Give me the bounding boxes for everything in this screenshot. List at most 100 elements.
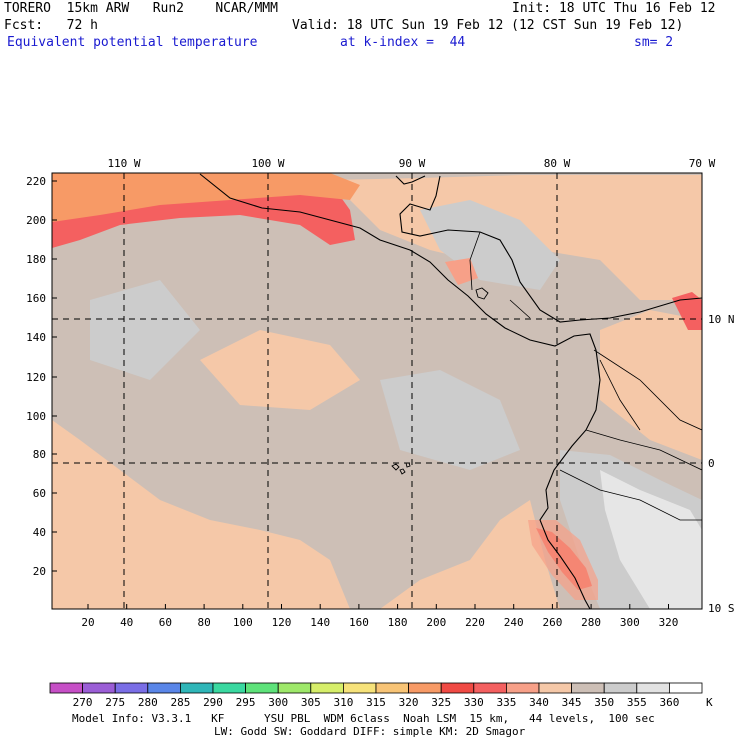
lat-lon-grid xyxy=(52,173,702,609)
nicaragua-lake xyxy=(475,287,489,300)
footer-physics-info: LW: Godd SW: Goddard DIFF: simple KM: 2D… xyxy=(214,725,526,738)
y-tick-label: 80 xyxy=(33,448,46,461)
x-tick-label: 80 xyxy=(197,616,210,629)
y-tick-label: 20 xyxy=(33,565,46,578)
y-tick-label: 180 xyxy=(26,253,46,266)
x-tick-label: 160 xyxy=(349,616,369,629)
colorbar-swatch xyxy=(571,682,605,694)
colorbar-label: 345 xyxy=(562,696,582,709)
y-tick-label: 140 xyxy=(26,331,46,344)
colorbar-swatch xyxy=(669,682,703,694)
colorbar-label: 305 xyxy=(301,696,321,709)
x-tick-label: 240 xyxy=(504,616,524,629)
level-index: at k-index = 44 xyxy=(340,35,466,50)
lat-label: 10 N xyxy=(708,313,735,326)
x-tick-label: 260 xyxy=(542,616,562,629)
region-350-center xyxy=(90,280,200,380)
region-325-northwest xyxy=(52,173,360,222)
right-latitude-labels: 10 N 0 10 S xyxy=(708,313,735,615)
coastline-mexico-central-america xyxy=(199,173,601,609)
colorbar-label: 335 xyxy=(496,696,516,709)
colorbar-swatch xyxy=(636,682,670,694)
colorbar-label: 290 xyxy=(203,696,223,709)
colorbar-swatch xyxy=(538,682,572,694)
colorbar-swatch xyxy=(310,682,344,694)
colorbar-swatch xyxy=(49,682,83,694)
colorbar-swatch xyxy=(179,682,214,694)
colorbar-swatch xyxy=(277,682,312,694)
y-tick-label: 200 xyxy=(26,214,46,227)
colorbar-swatch xyxy=(408,682,442,694)
forecast-hour: Fcst: 72 h xyxy=(4,18,98,33)
colorbar-swatch xyxy=(245,682,279,694)
y-tick-label: 220 xyxy=(26,175,46,188)
smoothing: sm= 2 xyxy=(634,35,674,50)
region-340-center xyxy=(200,330,360,410)
region-340-west xyxy=(52,420,350,609)
colorbar-swatch xyxy=(603,682,638,694)
region-350-nw xyxy=(420,200,560,290)
colorbar-swatch xyxy=(505,682,540,694)
lon-label: 100 W xyxy=(251,157,284,170)
y-tick-label: 40 xyxy=(33,526,46,539)
colorbar-swatch xyxy=(375,682,409,694)
colorbar-swatch xyxy=(82,682,116,694)
colorbar-label: 295 xyxy=(236,696,256,709)
colorbar-label: 310 xyxy=(333,696,353,709)
lon-label: 70 W xyxy=(689,157,716,170)
x-tick-label: 320 xyxy=(659,616,679,629)
model-title: TORERO 15km ARW Run2 NCAR/MMM xyxy=(4,1,278,16)
colorbar-swatch xyxy=(114,682,149,694)
init-time: Init: 18 UTC Thu 16 Feb 12 xyxy=(512,1,716,16)
colorbar-swatch xyxy=(342,682,377,694)
lat-label: 10 S xyxy=(708,602,735,615)
colorbar-label: 315 xyxy=(366,696,386,709)
x-tick-label: 280 xyxy=(581,616,601,629)
map-field xyxy=(52,173,702,609)
y-tick-label: 60 xyxy=(33,487,46,500)
lon-label: 110 W xyxy=(107,157,140,170)
colorbar-label: 275 xyxy=(105,696,125,709)
lat-label: 0 xyxy=(708,457,715,470)
y-tick-label: 120 xyxy=(26,371,46,384)
colorbar-swatch xyxy=(440,682,475,694)
colorbar-label: 285 xyxy=(170,696,190,709)
x-tick-label: 220 xyxy=(465,616,485,629)
colorbar-label: 355 xyxy=(627,696,647,709)
x-tick-label: 100 xyxy=(233,616,253,629)
colorbar-label: 350 xyxy=(594,696,614,709)
valid-time: Valid: 18 UTC Sun 19 Feb 12 (12 CST Sun … xyxy=(292,18,684,33)
y-axis-ticks: 220 200 180 160 140 120 100 80 60 40 20 xyxy=(26,175,57,578)
y-tick-label: 160 xyxy=(26,292,46,305)
border-lines xyxy=(469,231,702,521)
colorbar-unit: K xyxy=(706,696,713,709)
region-330-caribbean xyxy=(672,292,702,330)
x-tick-label: 300 xyxy=(620,616,640,629)
colorbar: 270 275 280 285 290 295 300 305 310 315 320 325 330 3… xyxy=(49,682,713,709)
top-longitude-labels: 110 W 100 W 90 W 80 W 70 W xyxy=(107,157,715,170)
footer-model-info: Model Info: V3.3.1 KF YSU PBL WDM 6class… xyxy=(72,712,655,725)
y-tick-label: 100 xyxy=(26,410,46,423)
x-tick-label: 20 xyxy=(81,616,94,629)
x-tick-label: 200 xyxy=(426,616,446,629)
colorbar-label: 325 xyxy=(431,696,451,709)
field-name: Equivalent potential temperature xyxy=(7,35,258,50)
colorbar-label: 270 xyxy=(73,696,93,709)
region-340-honduras xyxy=(445,258,478,285)
plot-frame xyxy=(51,172,703,610)
x-axis-ticks: 20 40 60 80 100 120 140 160 180 200 220 240 260 280 30… xyxy=(81,604,678,629)
lon-label: 90 W xyxy=(399,157,426,170)
colorbar-swatch xyxy=(212,682,246,694)
x-tick-label: 120 xyxy=(272,616,292,629)
region-350-mid xyxy=(380,370,520,470)
x-tick-label: 140 xyxy=(310,616,330,629)
colorbar-label: 280 xyxy=(138,696,158,709)
coastline-yucatan xyxy=(395,175,426,185)
x-tick-label: 180 xyxy=(388,616,408,629)
colorbar-label: 340 xyxy=(529,696,549,709)
colorbar-label: 320 xyxy=(399,696,419,709)
region-340-east xyxy=(600,310,702,460)
coastlines xyxy=(199,173,702,609)
x-tick-label: 60 xyxy=(159,616,172,629)
